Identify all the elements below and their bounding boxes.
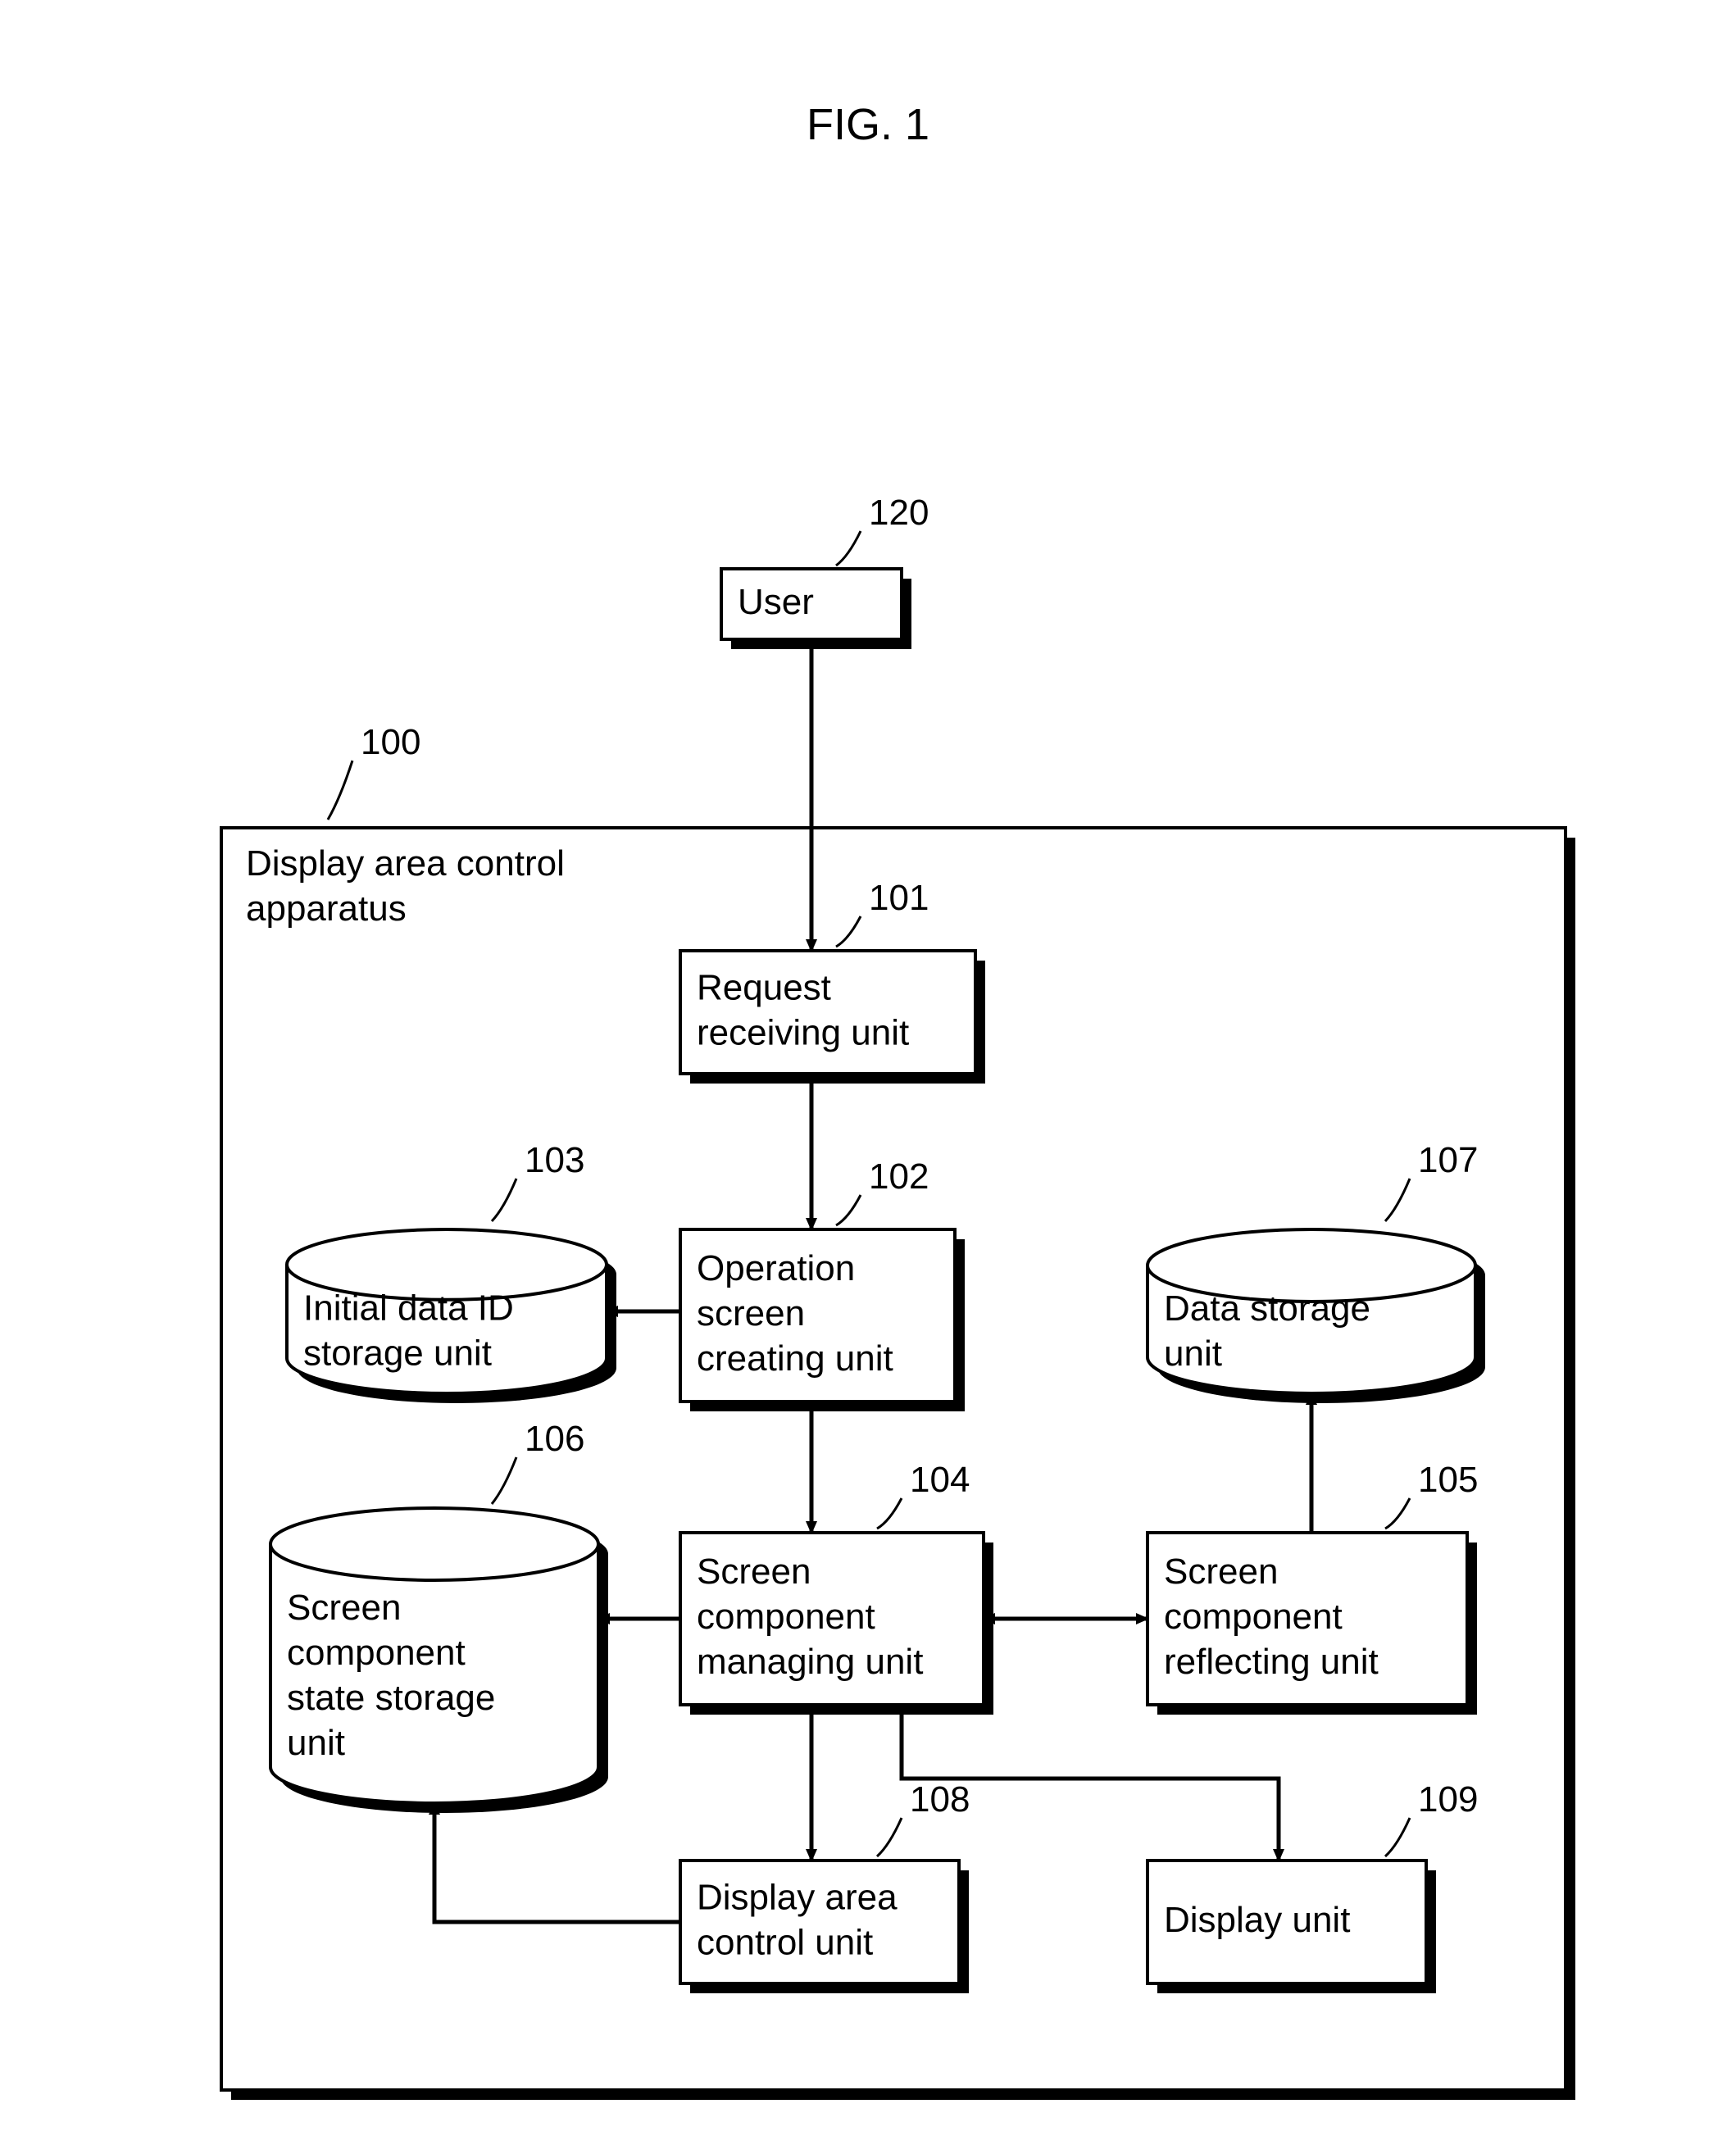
node-operation-label-line-0: Operation <box>697 1248 855 1288</box>
node-managing: Screen component managing unit <box>680 1533 993 1715</box>
node-operation-label-line-1: screen <box>697 1293 805 1334</box>
node-datastorage-label-line-0: Data storage <box>1164 1288 1370 1329</box>
node-request: Request receiving unit <box>680 951 985 1084</box>
node-displayarea-label-line-1: control unit <box>697 1923 873 1963</box>
ref-leader-100 <box>328 761 352 820</box>
node-managing-label-line-1: component <box>697 1597 875 1637</box>
node-displayarea-label-line-0: Display area <box>697 1878 898 1918</box>
container-label-line-0: Display area control <box>246 843 565 884</box>
node-displayunit-label-line-0: Display unit <box>1164 1900 1350 1940</box>
node-reflecting-label-line-2: reflecting unit <box>1164 1642 1379 1682</box>
ref-label-109: 109 <box>1418 1779 1478 1820</box>
node-displayunit: Display unit <box>1147 1861 1436 1993</box>
node-managing-label-line-0: Screen <box>697 1552 811 1592</box>
ref-label-107: 107 <box>1418 1140 1478 1180</box>
node-reflecting: Screen component reflecting unit <box>1147 1533 1477 1715</box>
node-initial-label-line-0: Initial data ID <box>303 1288 514 1328</box>
ref-leader-120 <box>836 531 861 566</box>
node-request-label-line-0: Request <box>697 968 831 1008</box>
node-operation-label-line-2: creating unit <box>697 1338 893 1379</box>
figure-diagram: FIG. 1 Display area controlapparatus Use… <box>0 0 1736 2140</box>
node-request-label-line-1: receiving unit <box>697 1013 909 1053</box>
node-datastorage-label-line-1: unit <box>1164 1334 1222 1374</box>
figure-title: FIG. 1 <box>807 100 929 149</box>
node-reflecting-label-line-0: Screen <box>1164 1552 1278 1592</box>
node-managing-label-line-2: managing unit <box>697 1642 923 1682</box>
node-user-label-line-0: User <box>738 582 814 622</box>
container-label-line-1: apparatus <box>246 888 407 929</box>
node-initial: Initial data ID storage unit <box>287 1229 616 1403</box>
node-user: User <box>721 569 911 649</box>
ref-label-101: 101 <box>869 878 929 918</box>
ref-label-108: 108 <box>910 1779 970 1820</box>
ref-label-102: 102 <box>869 1156 929 1197</box>
ref-label-100: 100 <box>361 722 420 762</box>
node-statestorage-label-line-2: state storage <box>287 1678 495 1718</box>
node-initial-label-line-1: storage unit <box>303 1333 492 1373</box>
node-statestorage-label-line-3: unit <box>287 1723 345 1763</box>
ref-label-104: 104 <box>910 1460 970 1500</box>
node-displayarea: Display area control unit <box>680 1861 969 1993</box>
node-operation: Operation screencreating unit <box>680 1229 965 1411</box>
ref-label-106: 106 <box>525 1419 584 1459</box>
node-statestorage-label-line-1: component <box>287 1633 466 1673</box>
node-reflecting-label-line-1: component <box>1164 1597 1343 1637</box>
ref-label-103: 103 <box>525 1140 584 1180</box>
node-datastorage: Data storage unit <box>1147 1229 1485 1403</box>
node-statestorage: Screen component state storage unit <box>270 1508 608 1813</box>
node-statestorage-label-line-0: Screen <box>287 1588 401 1628</box>
ref-label-120: 120 <box>869 493 929 533</box>
ref-label-105: 105 <box>1418 1460 1478 1500</box>
